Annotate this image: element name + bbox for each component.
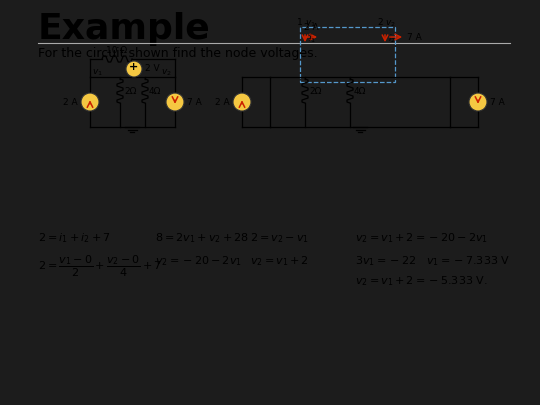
Text: $v_1$: $v_1$ <box>305 18 316 28</box>
Text: 4Ω: 4Ω <box>149 87 161 96</box>
Text: 10 Ω: 10 Ω <box>106 46 127 55</box>
Text: $v_2$: $v_2$ <box>385 18 396 28</box>
Text: 7 A: 7 A <box>407 32 422 41</box>
Text: $v_2 = -20 - 2v_1$: $v_2 = -20 - 2v_1$ <box>155 254 242 268</box>
Text: $v_2 = v_1 + 2 = -5.333$ V.: $v_2 = v_1 + 2 = -5.333$ V. <box>355 274 488 288</box>
Text: $2 =v_2-v_1$: $2 =v_2-v_1$ <box>250 231 309 245</box>
Text: +: + <box>130 62 139 72</box>
Text: $2 = \dfrac{v_1 - 0}{2} + \dfrac{v_2 - 0}{4} + 7$: $2 = \dfrac{v_1 - 0}{2} + \dfrac{v_2 - 0… <box>38 254 162 279</box>
Text: 2 V: 2 V <box>145 64 160 72</box>
Text: $v_2 = v_1 + 2$: $v_2 = v_1 + 2$ <box>250 254 309 268</box>
Text: $3v_1 = -22 \quad v_1 = -7.333$ V: $3v_1 = -22 \quad v_1 = -7.333$ V <box>355 254 510 268</box>
Text: 2Ω: 2Ω <box>309 87 321 96</box>
Text: 7 A: 7 A <box>187 98 202 107</box>
Text: 4Ω: 4Ω <box>354 87 366 96</box>
Text: $v_2 = v_1 + 2 = -20 - 2v_1$: $v_2 = v_1 + 2 = -20 - 2v_1$ <box>355 231 488 245</box>
Text: 2: 2 <box>377 18 383 27</box>
Text: $2 = i_1 + i_2 + 7$: $2 = i_1 + i_2 + 7$ <box>38 231 111 245</box>
Bar <box>300 27 395 82</box>
Circle shape <box>81 93 99 111</box>
Text: Example: Example <box>38 12 211 46</box>
Text: $8 = 2v_1 + v_2 + 28$: $8 = 2v_1 + v_2 + 28$ <box>155 231 249 245</box>
Text: 2Ω: 2Ω <box>124 87 137 96</box>
Circle shape <box>166 93 184 111</box>
Text: $i_2$: $i_2$ <box>388 33 396 45</box>
Circle shape <box>126 61 142 77</box>
Text: 7 A: 7 A <box>490 98 505 107</box>
Text: 1: 1 <box>297 18 303 27</box>
Text: 2 A: 2 A <box>215 98 230 107</box>
Text: For the circuit shown find the node voltages.: For the circuit shown find the node volt… <box>38 47 318 60</box>
Circle shape <box>469 93 487 111</box>
Circle shape <box>233 93 251 111</box>
Text: 2 A: 2 A <box>63 98 78 107</box>
Text: $i_1$: $i_1$ <box>308 33 316 45</box>
Text: $v_1$: $v_1$ <box>92 67 103 77</box>
Text: 2 A: 2 A <box>303 23 318 32</box>
Text: $v_2$: $v_2$ <box>161 67 172 77</box>
